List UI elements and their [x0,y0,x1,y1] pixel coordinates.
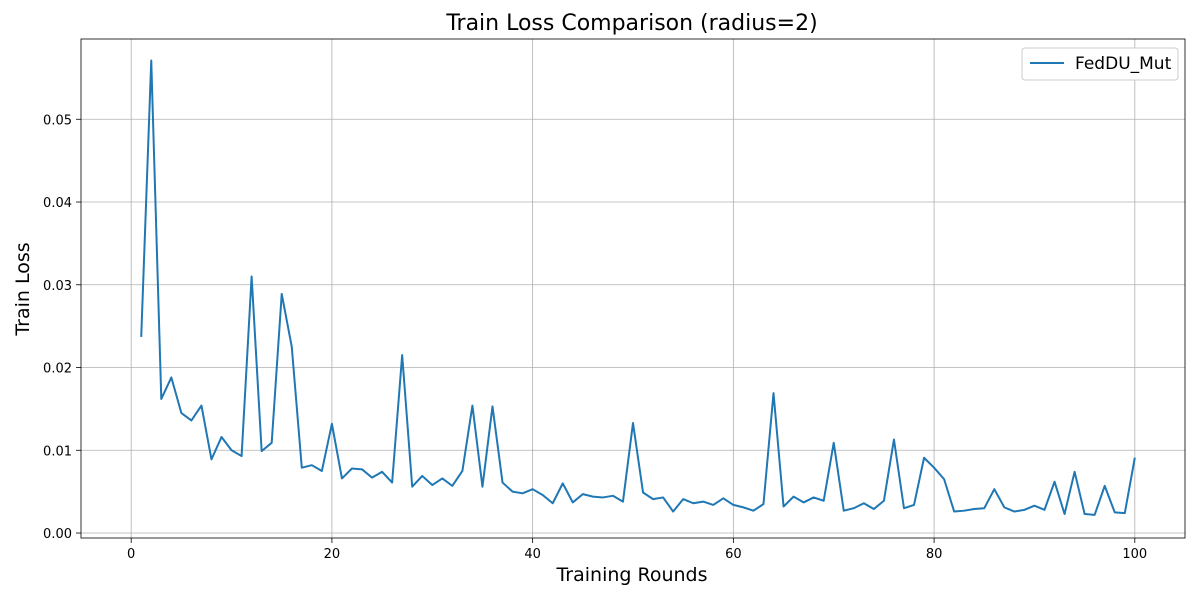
chart-title: Train Loss Comparison (radius=2) [445,11,817,36]
y-tick-label: 0.05 [43,113,72,128]
y-tick-label: 0.00 [43,527,72,542]
y-axis-label: Train Loss [12,242,34,336]
plot-area-frame [80,38,1186,539]
x-tick-label: 0 [127,547,135,562]
legend-label: FedDU_Mut [1075,54,1172,74]
x-tick-label: 80 [926,547,943,562]
y-tick-label: 0.02 [43,362,72,377]
series-layer [140,59,1136,516]
y-tick-label: 0.01 [43,444,72,459]
x-tick-label: 100 [1122,547,1147,562]
grid [81,39,1185,538]
y-tick-label: 0.03 [43,279,72,294]
x-tick-label: 40 [524,547,541,562]
legend-frame [1021,47,1179,81]
y-tick-label: 0.04 [43,196,72,211]
x-axis-label: Training Rounds [555,564,707,586]
x-axis-ticks: 0 20 40 60 80 100 [127,538,1147,562]
series-line-feddu-mut [140,59,1136,516]
legend: FedDU_Mut [1021,47,1179,81]
x-tick-label: 20 [324,547,341,562]
x-tick-label: 60 [725,547,742,562]
y-axis-ticks: 0.00 0.01 0.02 0.03 0.04 0.05 [43,113,81,542]
